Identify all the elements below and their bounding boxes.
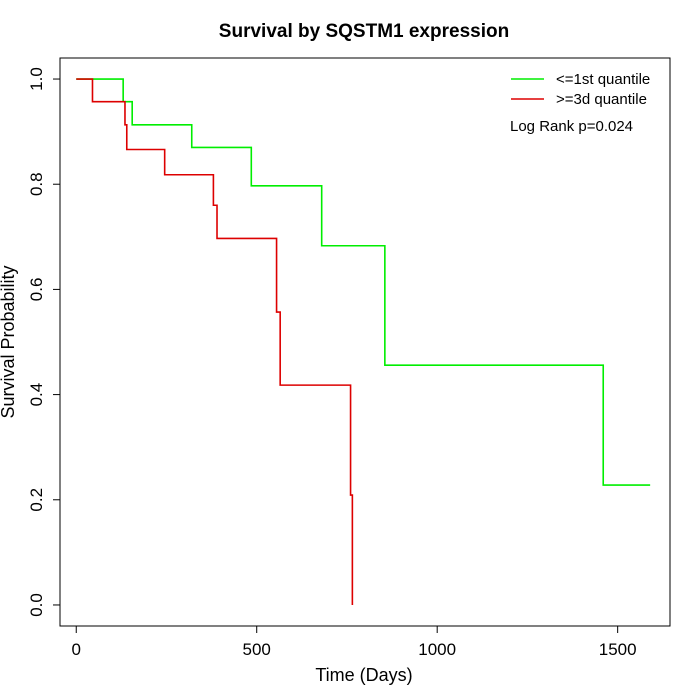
x-axis-label: Time (Days): [315, 665, 412, 685]
y-tick-label: 1.0: [27, 67, 46, 91]
legend-label-2: >=3d quantile: [556, 91, 647, 108]
y-tick-label: 0.8: [27, 172, 46, 196]
log-rank-annotation: Log Rank p=0.024: [510, 118, 633, 135]
y-axis: 0.0 0.2 0.4 0.6 0.8 1.0: [27, 67, 61, 617]
series-line-1: [76, 78, 651, 486]
series-line-2: [76, 78, 354, 605]
x-tick-label: 0: [72, 640, 81, 659]
x-tick-label: 1500: [599, 640, 637, 659]
y-tick-label: 0.6: [27, 278, 46, 302]
survival-curves: [76, 78, 651, 605]
chart-title: Survival by SQSTM1 expression: [219, 21, 509, 42]
legend-label-1: <=1st quantile: [556, 71, 650, 88]
y-tick-label: 0.2: [27, 488, 46, 512]
x-tick-label: 500: [243, 640, 271, 659]
x-tick-label: 1000: [418, 640, 456, 659]
y-tick-label: 0.4: [27, 383, 46, 407]
x-axis: 0 500 1000 1500: [72, 625, 637, 659]
y-axis-label: Survival Probability: [0, 265, 18, 418]
legend: <=1st quantile >=3d quantile: [511, 71, 650, 108]
plot-frame: [59, 57, 671, 627]
y-tick-label: 0.0: [27, 593, 46, 617]
